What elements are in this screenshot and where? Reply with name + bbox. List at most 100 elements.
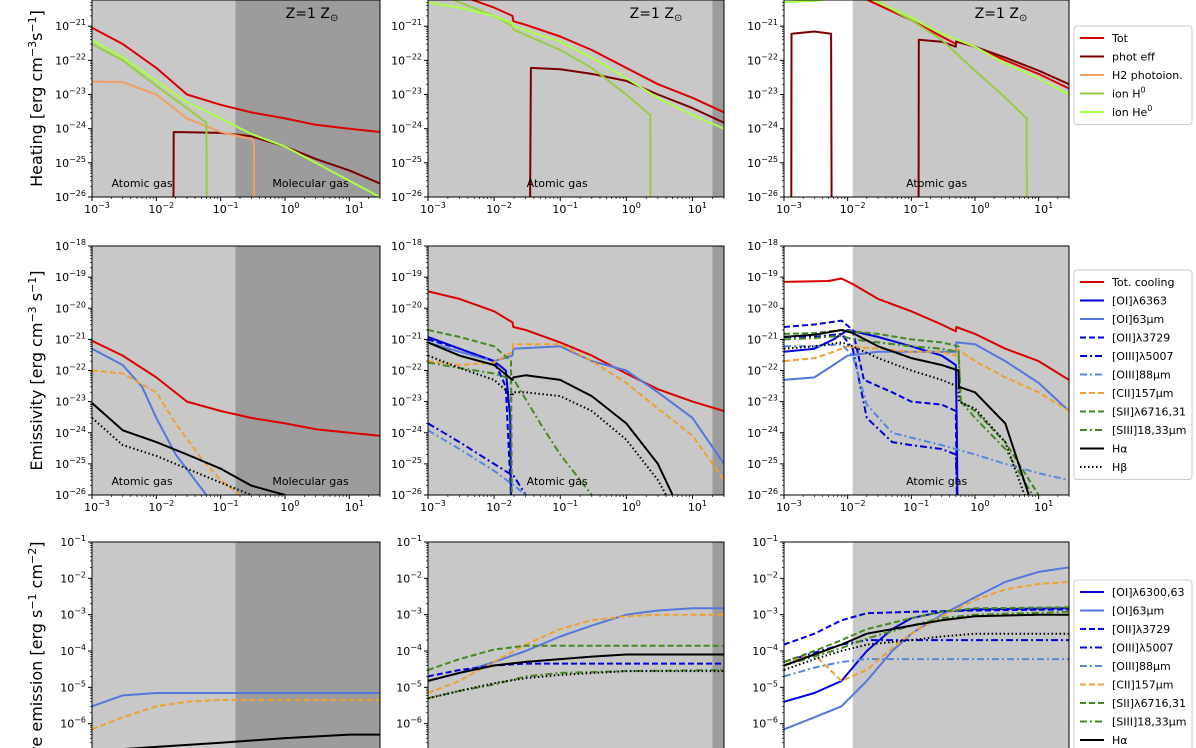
series-tot xyxy=(469,0,724,114)
x-tick-label: 10−2 xyxy=(840,201,866,216)
y-tick-label: 10−2 xyxy=(396,570,422,585)
legend-emissivity: Tot. cooling [OI]λ6363 [OI]63μm [OII]λ3729 [… xyxy=(1073,269,1193,480)
y-tick-label: 10−26 xyxy=(391,189,422,204)
y-tick-label: 10−22 xyxy=(55,363,86,378)
axes-frame xyxy=(427,0,725,198)
atomic-gas-label: Atomic gas xyxy=(527,475,588,488)
x-tick-label: 10−1 xyxy=(552,499,578,514)
legend-cumulative: [OI]λ6300,63 [OI]63μm [OII]λ3729 [OIII]λ500… xyxy=(1073,579,1193,748)
series-oiii88 xyxy=(784,658,1069,678)
series-cii xyxy=(428,343,724,481)
y-tick-label: 10−23 xyxy=(55,87,86,102)
y-tick-label: 10−20 xyxy=(55,300,86,315)
y-tick-label: 10−22 xyxy=(391,52,422,67)
metallicity-title: Z=1 Z⊙ xyxy=(630,6,683,24)
legend-label: Tot xyxy=(1111,32,1129,45)
x-tick-label: 10−1 xyxy=(213,201,239,216)
y-tick-label: 10−20 xyxy=(747,300,778,315)
y-tick-label: 10−22 xyxy=(747,363,778,378)
series-sii xyxy=(784,329,1040,495)
atomic-region xyxy=(92,0,236,197)
y-tick-label: 10−4 xyxy=(396,643,422,658)
x-tick-label: 10−3 xyxy=(84,499,110,514)
legend-label: Tot. cooling xyxy=(1111,276,1174,289)
y-tick-label: 10−25 xyxy=(391,155,422,170)
y-tick-label: 10−24 xyxy=(391,425,422,440)
atomic-region xyxy=(92,542,236,748)
y-tick-label: 10−18 xyxy=(391,238,422,253)
y-tick-label: 10−5 xyxy=(60,679,86,694)
x-tick-label: 10−3 xyxy=(420,201,446,216)
series-cii xyxy=(784,580,1069,682)
series-siii xyxy=(428,361,593,495)
atomic-gas-label: Atomic gas xyxy=(111,177,172,190)
series-ion_h xyxy=(92,43,208,197)
y-tick-label: 10−25 xyxy=(391,456,422,471)
x-tick-label: 100 xyxy=(280,499,299,514)
series-ion_he xyxy=(92,38,380,197)
y-tick-label: 10−23 xyxy=(391,394,422,409)
legend-box xyxy=(1073,269,1193,480)
panel-cumulative-2: 10−6 10−5 10−4 10−3 10−2 10−1 xyxy=(396,534,725,748)
metallicity-title: Z=1 Z⊙ xyxy=(975,6,1028,24)
legend-box xyxy=(1073,25,1193,125)
y-tick-label: 10−22 xyxy=(391,363,422,378)
series-siii xyxy=(784,610,1069,667)
series-phot_eff_b xyxy=(917,38,1069,197)
legend-label: [OIII]88μm xyxy=(1112,660,1171,673)
series-phot_eff xyxy=(790,30,833,197)
y-tick-label: 10−21 xyxy=(747,331,778,346)
x-tick-label: 100 xyxy=(970,499,989,514)
x-tick-label: 10−1 xyxy=(903,499,929,514)
atomic-gas-label: Atomic gas xyxy=(906,177,967,190)
series-hb xyxy=(92,417,252,495)
x-tick-label: 10−2 xyxy=(486,201,512,216)
atomic-region xyxy=(428,0,713,197)
y-tick-label: 10−26 xyxy=(747,487,778,502)
y-tick-label: 10−1 xyxy=(396,534,422,549)
y-tick-label: 10−6 xyxy=(752,716,778,731)
x-tick-label: 101 xyxy=(688,499,707,514)
legend-box xyxy=(1073,579,1193,748)
legend-label: Hα xyxy=(1112,734,1128,747)
panel-heating-2: 10−26 10−25 10−24 10−23 10−22 10−21 10−3 10−2 10… xyxy=(391,0,725,216)
series-phot_eff xyxy=(529,66,724,197)
series-tot xyxy=(784,277,1069,381)
legend-label: [OI]λ6363 xyxy=(1112,295,1167,308)
x-tick-label: 101 xyxy=(1034,499,1053,514)
legend-label: [OI]λ6300,63 xyxy=(1112,586,1184,599)
axes-frame xyxy=(91,0,381,198)
y-tick-label: 10−18 xyxy=(747,238,778,253)
legend-heating: Tot phot eff H2 photoion. ion H0 ion He0 xyxy=(1073,25,1193,125)
series-ion_h xyxy=(451,0,652,197)
y-tick-label: 10−24 xyxy=(55,121,86,136)
legend-label: ion He0 xyxy=(1112,104,1152,119)
series-oi63 xyxy=(92,692,380,708)
molecular-region xyxy=(235,246,380,495)
panel-cumulative-1: 10−6 10−5 10−4 10−3 10−2 10−1 xyxy=(60,534,381,748)
x-tick-label: 101 xyxy=(688,201,707,216)
series-hb xyxy=(784,341,1026,495)
y-tick-label: 10−26 xyxy=(55,487,86,502)
y-tick-label: 10−21 xyxy=(55,18,86,33)
y-tick-label: 10−24 xyxy=(391,121,422,136)
molecular-region xyxy=(712,246,724,495)
y-tick-label: 10−24 xyxy=(55,425,86,440)
y-tick-label: 10−5 xyxy=(752,679,778,694)
x-tick-label: 10−3 xyxy=(776,499,802,514)
y-tick-label: 10−25 xyxy=(55,456,86,471)
x-tick-label: 10−2 xyxy=(486,499,512,514)
series-hb xyxy=(428,670,724,700)
x-tick-label: 10−1 xyxy=(552,201,578,216)
molecular-region xyxy=(235,0,380,197)
y-tick-label: 10−1 xyxy=(752,534,778,549)
y-tick-label: 10−21 xyxy=(747,18,778,33)
series-oiii5007 xyxy=(428,422,527,495)
y-tick-label: 10−19 xyxy=(391,269,422,284)
x-tick-label: 10−1 xyxy=(213,499,239,514)
y-tick-label: 10−21 xyxy=(55,331,86,346)
y-tick-label: 10−21 xyxy=(391,18,422,33)
legend-label: [OI]63μm xyxy=(1112,605,1164,618)
y-tick-label: 10−18 xyxy=(55,238,86,253)
